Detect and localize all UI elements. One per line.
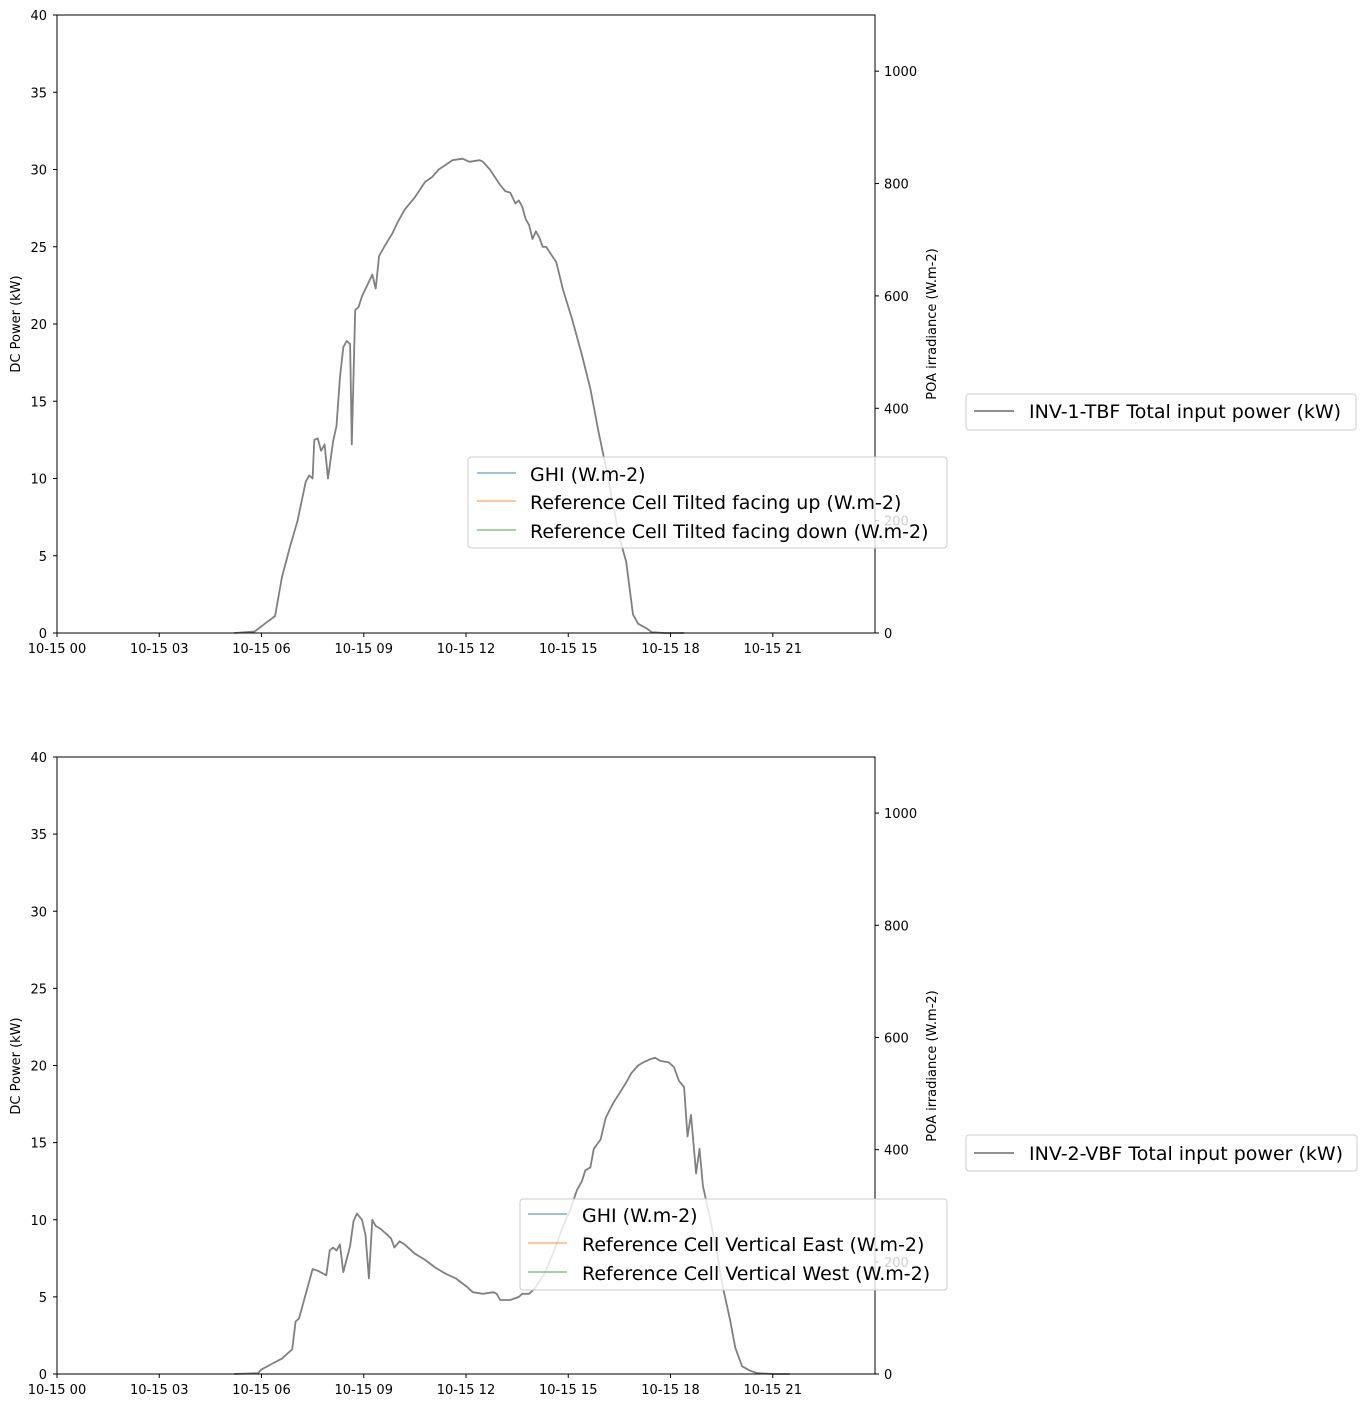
bottom-outside-legend: INV-2-VBF Total input power (kW)	[965, 1134, 1358, 1172]
top-right-y-tick-label-5: 1000	[884, 65, 917, 80]
top-legend-label-ref-down: Reference Cell Tilted facing down (W.m-2…	[530, 521, 929, 543]
top-right-y-tick-label-2: 400	[884, 402, 909, 417]
bottom-right-y-tick-label-5: 1000	[884, 807, 917, 822]
top-y-tick-label-7: 35	[30, 86, 47, 101]
bottom-y-tick-label-0: 0	[39, 1368, 47, 1383]
top-y-tick-label-1: 5	[39, 550, 47, 565]
top-y-tick-label-8: 40	[30, 9, 47, 24]
top-x-tick-label-7: 10-15 21	[744, 642, 802, 657]
top-y-tick-label-0: 0	[39, 627, 47, 642]
bottom-series-line-0	[234, 1056, 790, 1375]
panel-bottom: 10-15 00 10-15 03 10-15 06 10-15 09 10-15 12…	[9, 751, 1358, 1398]
bottom-y-tick-label-7: 35	[30, 828, 47, 843]
top-x-tick-label-1: 10-15 03	[130, 642, 188, 657]
bottom-legend-label-ghi: GHI (W.m-2)	[582, 1205, 698, 1227]
top-series-line-0	[234, 157, 685, 634]
bottom-right-y-tick-label-4: 800	[884, 919, 909, 934]
top-outside-legend-box	[965, 393, 1357, 431]
bottom-left-axis-label: DC Power (kW)	[9, 1017, 24, 1114]
bottom-legend-label-ref-east: Reference Cell Vertical East (W.m-2)	[582, 1234, 924, 1256]
top-x-tick-label-0: 10-15 00	[28, 642, 86, 657]
top-x-tick-label-5: 10-15 15	[539, 642, 597, 657]
top-legend-label-ghi: GHI (W.m-2)	[530, 464, 646, 486]
bottom-legend-label-ref-west: Reference Cell Vertical West (W.m-2)	[582, 1263, 930, 1285]
bottom-x-tick-label-2: 10-15 06	[232, 1383, 290, 1398]
bottom-y-tick-label-2: 10	[30, 1214, 47, 1229]
top-left-axis-label: DC Power (kW)	[9, 275, 24, 372]
bottom-x-tick-label-3: 10-15 09	[335, 1383, 393, 1398]
bottom-y-tick-label-4: 20	[30, 1060, 47, 1075]
bottom-right-y-tick-label-2: 400	[884, 1144, 909, 1159]
top-outside-legend: INV-1-TBF Total input power (kW)	[965, 393, 1357, 431]
bottom-outside-legend-box	[965, 1134, 1358, 1172]
bottom-x-tick-label-7: 10-15 21	[744, 1383, 802, 1398]
bottom-x-tick-label-4: 10-15 12	[437, 1383, 495, 1398]
top-x-tick-label-4: 10-15 12	[437, 642, 495, 657]
top-y-tick-label-3: 15	[30, 395, 47, 410]
bottom-right-axis-label: POA irradiance (W.m-2)	[925, 990, 940, 1142]
top-legend-box	[467, 456, 948, 549]
top-x-tick-label-6: 10-15 18	[641, 642, 699, 657]
top-outside-legend-label: INV-1-TBF Total input power (kW)	[1029, 401, 1341, 423]
top-y-tick-label-6: 30	[30, 164, 47, 179]
bottom-right-y-tick-label-0: 0	[884, 1368, 892, 1383]
top-y-tick-label-2: 10	[30, 473, 47, 488]
bottom-x-tick-label-6: 10-15 18	[641, 1383, 699, 1398]
top-legend-label-ref-up: Reference Cell Tilted facing up (W.m-2)	[530, 492, 901, 514]
bottom-x-tick-label-1: 10-15 03	[130, 1383, 188, 1398]
bottom-right-y-tick-label-3: 600	[884, 1031, 909, 1046]
top-legend: GHI (W.m-2) Reference Cell Tilted facing…	[467, 456, 948, 549]
top-y-tick-label-4: 20	[30, 318, 47, 333]
bottom-y-tick-label-6: 30	[30, 905, 47, 920]
bottom-outside-legend-label: INV-2-VBF Total input power (kW)	[1029, 1143, 1343, 1165]
bottom-y-tick-label-1: 5	[39, 1291, 47, 1306]
panel-top: 10-15 00 10-15 03 10-15 06 10-15 09 10-15 12…	[9, 9, 1357, 657]
top-right-y-tick-label-0: 0	[884, 627, 892, 642]
bottom-x-tick-label-5: 10-15 15	[539, 1383, 597, 1398]
bottom-y-tick-label-5: 25	[30, 982, 47, 997]
bottom-legend-box	[519, 1198, 948, 1291]
top-right-y-tick-label-3: 600	[884, 290, 909, 305]
top-x-tick-label-2: 10-15 06	[232, 642, 290, 657]
top-x-tick-label-3: 10-15 09	[335, 642, 393, 657]
top-y-tick-label-5: 25	[30, 241, 47, 256]
top-right-axis-label: POA irradiance (W.m-2)	[925, 248, 940, 400]
bottom-y-tick-label-8: 40	[30, 751, 47, 766]
top-right-y-tick-label-4: 800	[884, 178, 909, 193]
bottom-x-tick-label-0: 10-15 00	[28, 1383, 86, 1398]
bottom-legend: GHI (W.m-2) Reference Cell Vertical East…	[519, 1198, 948, 1291]
bottom-y-tick-label-3: 15	[30, 1137, 47, 1152]
